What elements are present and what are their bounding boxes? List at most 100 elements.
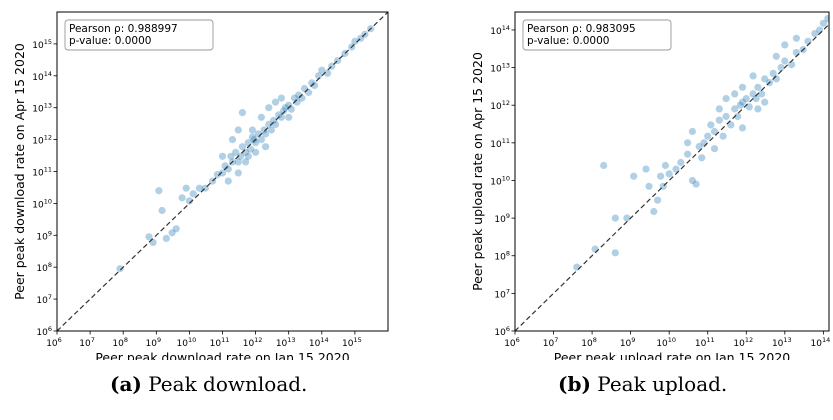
x-tick-label: 1012	[243, 336, 263, 349]
data-point	[238, 143, 246, 151]
data-point	[707, 121, 715, 129]
data-point	[265, 104, 273, 112]
data-point	[195, 184, 203, 192]
x-axis-label: Peer peak upload rate on Jan 15 2020	[554, 350, 791, 360]
identity-line	[57, 12, 388, 331]
data-point	[824, 15, 829, 23]
data-point	[781, 57, 789, 65]
data-point	[715, 116, 723, 124]
data-point	[234, 169, 242, 177]
data-point	[252, 148, 260, 156]
x-axis-label: Peer peak download rate on Jan 15 2020	[95, 350, 349, 360]
data-point	[250, 136, 258, 144]
data-point	[162, 234, 170, 242]
data-point	[172, 225, 180, 233]
y-tick-label: 107	[36, 293, 52, 306]
data-point	[213, 171, 221, 179]
plot-frame	[514, 11, 830, 332]
data-point	[270, 116, 278, 124]
x-tick-label: 107	[543, 336, 559, 349]
stats-line: Pearson ρ: 0.983095	[527, 23, 636, 35]
data-point	[218, 152, 227, 160]
identity-line	[515, 23, 829, 331]
y-axis-label: Peer peak download rate on Apr 15 2020	[12, 43, 27, 300]
data-point	[761, 75, 769, 83]
x-tick-label: 1010	[656, 336, 676, 349]
x-tick-label: 106	[504, 336, 520, 349]
data-point	[257, 136, 265, 144]
data-point	[738, 98, 747, 106]
data-point	[788, 61, 796, 69]
data-point	[310, 81, 319, 89]
data-point	[769, 69, 777, 77]
data-point	[155, 187, 163, 195]
data-point	[684, 150, 692, 158]
x-tick-label: 1013	[772, 336, 792, 349]
data-point	[749, 90, 757, 98]
data-point	[271, 98, 280, 106]
x-tick-label: 106	[46, 336, 62, 349]
data-point	[275, 111, 283, 119]
data-point	[218, 169, 227, 177]
y-tick-label: 109	[36, 229, 52, 242]
data-point	[710, 145, 719, 153]
data-point	[573, 263, 581, 271]
data-point	[315, 72, 323, 80]
scatter-panel-download: 106 107 108 109 1010 1011 1012 1013 1014 1015 106 1…	[12, 11, 389, 360]
data-point	[749, 72, 757, 80]
caption-b-label: (b)	[558, 372, 591, 396]
data-point	[257, 113, 265, 121]
y-axis-label: Peer peak upload rate on Apr 15 2020	[470, 52, 485, 291]
data-point	[692, 180, 700, 188]
data-point	[224, 177, 232, 185]
data-point	[672, 165, 680, 173]
y-tick-label: 108	[36, 261, 52, 274]
x-tick-label: 1012	[733, 336, 753, 349]
data-point	[781, 41, 789, 49]
data-point	[246, 145, 255, 153]
data-point	[185, 197, 193, 205]
data-point	[145, 233, 153, 241]
x-tick-label: 1011	[695, 336, 715, 349]
data-point	[234, 126, 242, 134]
stats-line: p-value: 0.0000	[527, 35, 609, 47]
data-point	[700, 139, 708, 147]
data-point	[742, 95, 750, 103]
data-point	[731, 105, 739, 113]
data-point	[262, 143, 270, 151]
data-point	[265, 120, 273, 128]
data-point	[168, 229, 176, 237]
data-point	[244, 152, 252, 160]
data-point	[792, 34, 801, 42]
data-point	[734, 112, 742, 121]
data-point	[228, 136, 237, 144]
data-point	[811, 29, 819, 38]
data-point	[189, 190, 197, 198]
data-point	[698, 154, 706, 162]
data-point	[792, 49, 801, 57]
data-point	[657, 172, 665, 180]
y-tick-label: 1013	[32, 102, 52, 115]
data-point	[719, 132, 727, 140]
x-tick-label: 1015	[342, 336, 362, 349]
x-tick-label: 1010	[177, 336, 197, 349]
data-point	[248, 133, 256, 141]
stats-line: Pearson ρ: 0.988997	[69, 23, 178, 35]
data-point	[819, 19, 828, 27]
stats-line: p-value: 0.0000	[69, 35, 151, 47]
data-point	[816, 26, 824, 34]
data-point	[281, 104, 290, 112]
x-tick-label: 1014	[309, 336, 329, 349]
x-tick-label: 1014	[811, 336, 831, 349]
y-tick-label: 106	[36, 325, 52, 338]
y-tick-label: 1014	[32, 70, 52, 83]
data-point	[305, 88, 313, 97]
data-point	[752, 95, 760, 103]
y-tick-label: 108	[494, 250, 510, 263]
data-point	[236, 152, 245, 160]
data-point	[754, 105, 762, 113]
data-point	[277, 113, 285, 121]
data-point	[722, 112, 730, 121]
data-point	[267, 126, 275, 134]
data-point	[287, 105, 295, 113]
